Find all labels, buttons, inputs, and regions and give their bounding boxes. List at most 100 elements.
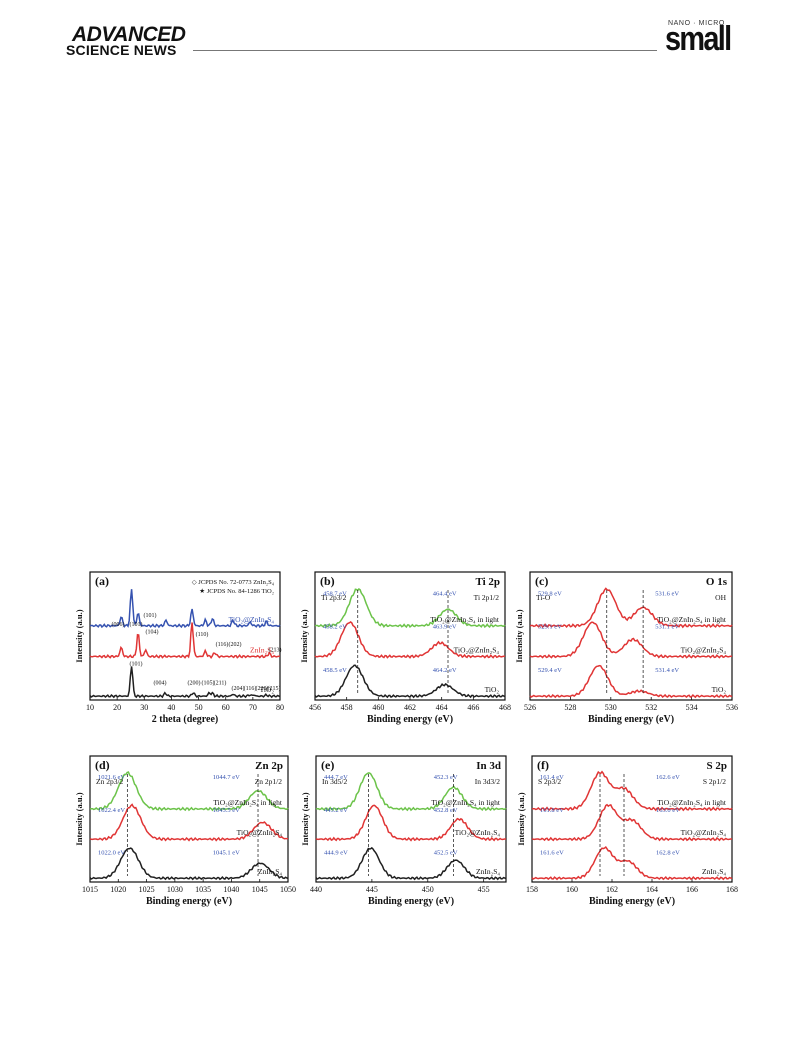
series-line — [314, 620, 505, 659]
x-tick-label: 1020 — [110, 885, 126, 894]
x-tick-label: 1015 — [82, 885, 98, 894]
series-line — [531, 846, 733, 881]
chart-panel-e: (e) In 3d Intensity (a.u.) 440 445 450 455 Bind… — [300, 755, 507, 907]
x-tick-label: 168 — [726, 885, 738, 894]
y-axis-label: Intensity (a.u.) — [74, 609, 84, 662]
miller-index-label: (101) — [130, 621, 143, 628]
x-axis-label: Binding energy (eV) — [146, 896, 232, 907]
miller-index-label: (202) — [229, 641, 242, 648]
series-label: ZnIn₂S₄ — [702, 867, 726, 876]
chart-panel-c: (c) O 1s Intensity (a.u.) 526 528 530 532 534 53… — [514, 571, 738, 725]
miller-index-label: (116) — [244, 685, 257, 692]
orbital-label: In 3d3/2 — [475, 777, 500, 786]
x-tick-label: 460 — [372, 703, 384, 712]
series-label: TiO₂ — [712, 685, 727, 694]
x-axis-label: 2 theta (degree) — [152, 714, 218, 725]
binding-energy-label: 1021.6 eV — [98, 774, 125, 781]
x-tick-label: 536 — [726, 703, 738, 712]
series-line — [89, 589, 281, 629]
science-news-logo: SCIENCE NEWS — [66, 42, 177, 58]
y-axis-label: Intensity (a.u.) — [300, 792, 310, 845]
x-tick-label: 166 — [686, 885, 698, 894]
x-tick-label: 1035 — [195, 885, 211, 894]
journal-caption: NANO · MICRO — [668, 20, 725, 27]
panel-label: (f) — [537, 758, 549, 772]
x-tick-label: 50 — [195, 703, 203, 712]
series-label: TiO₂@ZnIn₂S₄ in light — [430, 615, 500, 624]
series-line — [529, 587, 733, 629]
x-tick-label: 20 — [113, 703, 121, 712]
miller-index-label: (116) — [216, 641, 229, 648]
binding-energy-label: 529.1 eV — [538, 624, 562, 631]
miller-index-label: (204) — [232, 685, 245, 692]
x-tick-label: 534 — [686, 703, 698, 712]
series-line — [314, 588, 506, 629]
x-tick-label: 450 — [422, 885, 434, 894]
miller-index-label: (004) — [154, 680, 167, 687]
x-axis-label: Binding energy (eV) — [367, 714, 453, 725]
series-line — [531, 803, 733, 842]
orbital-label: S 2p3/2 — [538, 777, 561, 786]
legend-entry: ◇ JCPDS No. 72-0773 ZnIn₂S₄ — [192, 579, 275, 586]
x-tick-label: 445 — [366, 885, 378, 894]
series-label: TiO₂@ZnIn₂S₄ in light — [657, 615, 727, 624]
binding-energy-label: 452.3 eV — [434, 774, 458, 781]
series-line — [89, 771, 289, 812]
x-tick-label: 10 — [86, 703, 94, 712]
miller-index-label: (101) — [144, 612, 157, 619]
panel-title: In 3d — [476, 760, 501, 772]
miller-index-label: (220) — [256, 685, 269, 692]
x-tick-label: 466 — [467, 703, 479, 712]
x-tick-label: 456 — [309, 703, 321, 712]
x-tick-label: 462 — [404, 703, 416, 712]
x-tick-label: 1040 — [223, 885, 239, 894]
panel-label: (d) — [95, 758, 110, 772]
xrd-xps-figure: (a)Intensity (a.u.)10 20 30 40 50 60 70 802 the… — [74, 571, 738, 907]
series-line — [315, 846, 507, 881]
x-tick-label: 440 — [310, 885, 322, 894]
miller-index-label: (101) — [130, 660, 143, 667]
binding-energy-label: 1045.1 eV — [213, 850, 240, 857]
binding-energy-label: 529.4 eV — [538, 667, 562, 674]
series-label: TiO₂@ZnIn₂S₄ — [229, 615, 275, 624]
x-tick-label: 532 — [645, 703, 657, 712]
series-line — [315, 772, 507, 812]
miller-index-label: (110) — [196, 631, 209, 638]
binding-energy-label: 458.5 eV — [323, 667, 347, 674]
orbital-label: S 2p1/2 — [703, 777, 726, 786]
orbital-label: In 3d5/2 — [322, 777, 347, 786]
x-tick-label: 528 — [564, 703, 576, 712]
binding-energy-label: 162.8 eV — [656, 850, 680, 857]
binding-energy-label: 464.4 eV — [433, 590, 457, 597]
binding-energy-label: 445.2 eV — [324, 807, 348, 814]
plot-frame — [531, 755, 733, 883]
binding-energy-label: 531.1 eV — [655, 624, 679, 631]
miller-index-label: (213) — [269, 646, 282, 653]
journal-logo: small — [665, 20, 732, 58]
advanced-logo: ADVANCED — [72, 23, 186, 46]
series-label: ZnIn₂S₄ — [476, 867, 500, 876]
series-line — [89, 622, 280, 660]
binding-energy-label: 464.2 eV — [433, 667, 457, 674]
miller-index-label: (006) — [112, 621, 125, 628]
panel-label: (b) — [320, 574, 335, 588]
panel-title: Zn 2p — [255, 760, 283, 772]
binding-energy-label: 444.9 eV — [324, 850, 348, 857]
binding-energy-label: 444.7 eV — [324, 774, 348, 781]
orbital-label: Ti 2p1/2 — [474, 593, 500, 602]
plot-frame — [89, 571, 281, 701]
panel-label: (a) — [95, 574, 109, 588]
x-tick-label: 70 — [249, 703, 257, 712]
panel-title: S 2p — [707, 760, 728, 772]
series-label: TiO₂@ZnIn₂S₄ — [455, 828, 501, 837]
x-tick-label: 1030 — [167, 885, 183, 894]
binding-energy-label: 452.8 eV — [434, 807, 458, 814]
chart-panel-f: (f) S 2p Intensity (a.u.) 158 160 162 164 166 16… — [516, 755, 738, 907]
binding-energy-label: 458.7 eV — [323, 590, 347, 597]
panel-title: Ti 2p — [475, 576, 500, 588]
x-tick-label: 1045 — [252, 885, 268, 894]
miller-index-label: (105) — [202, 680, 215, 687]
binding-energy-label: 529.8 eV — [538, 590, 562, 597]
x-tick-label: 468 — [499, 703, 511, 712]
header-divider — [193, 50, 657, 51]
